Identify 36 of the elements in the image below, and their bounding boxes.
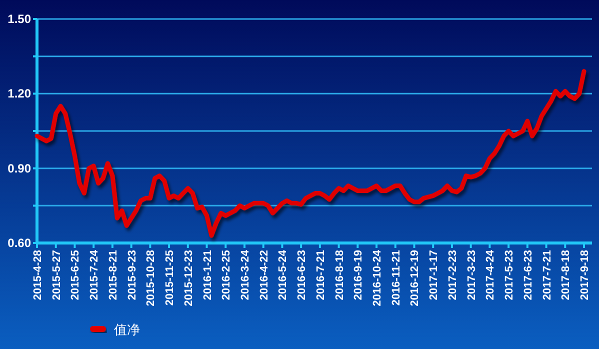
x-tick-label: 2015-4-28 [32,250,44,300]
x-tick-label: 2017-2-23 [446,250,459,300]
x-tick-label: 2015-12-23 [182,250,195,306]
x-tick-label: 2015-11-25 [164,250,176,306]
line-series [34,69,586,238]
x-tick-label: 2017-8-18 [560,250,572,300]
x-tick-label: 2017-1-17 [428,250,440,300]
x-tick-label: 2016-8-18 [334,250,346,300]
x-tick-label: 2016-2-25 [220,250,233,300]
x-tick-label: 2017-3-23 [466,250,478,300]
x-tick-label: 2015-9-23 [126,250,138,300]
x-tick-label: 2017-4-24 [484,249,497,300]
x-tick-label: 2017-5-23 [504,250,516,300]
x-tick-label: 2016-5-24 [277,249,290,300]
x-tick-label: 2016-9-19 [352,250,365,300]
x-tick-label: 2017-7-21 [541,250,554,300]
x-tick-label: 2015-5-27 [50,250,63,300]
x-tick-label: 2017-9-18 [579,250,591,300]
x-tick-label: 2015-7-24 [88,249,101,300]
x-tick-label: 2017-6-23 [522,250,534,300]
x-tick-label: 2016-10-24 [372,249,384,306]
x-tick-label: 2016-12-19 [409,250,422,306]
y-tick-label: 0.90 [8,161,32,176]
x-tick-label: 2015-8-21 [107,250,120,300]
y-tick-label: 1.50 [8,12,32,26]
x-tick-label: 2016-6-23 [296,250,308,300]
x-tick-label: 2016-1-21 [202,250,214,300]
x-tick-label: 2016-11-21 [390,250,402,306]
y-tick-label: 0.60 [8,236,32,250]
x-tick-label: 2016-4-22 [258,250,270,300]
x-tick-label: 2015-6-25 [70,250,82,300]
x-tick-label: 2015-10-28 [145,250,158,306]
legend-label: 值净 [114,322,140,337]
x-tick-label: 2016-7-21 [314,250,327,300]
x-tick-label: 2016-3-24 [239,249,252,300]
y-tick-label: 1.20 [8,86,32,101]
